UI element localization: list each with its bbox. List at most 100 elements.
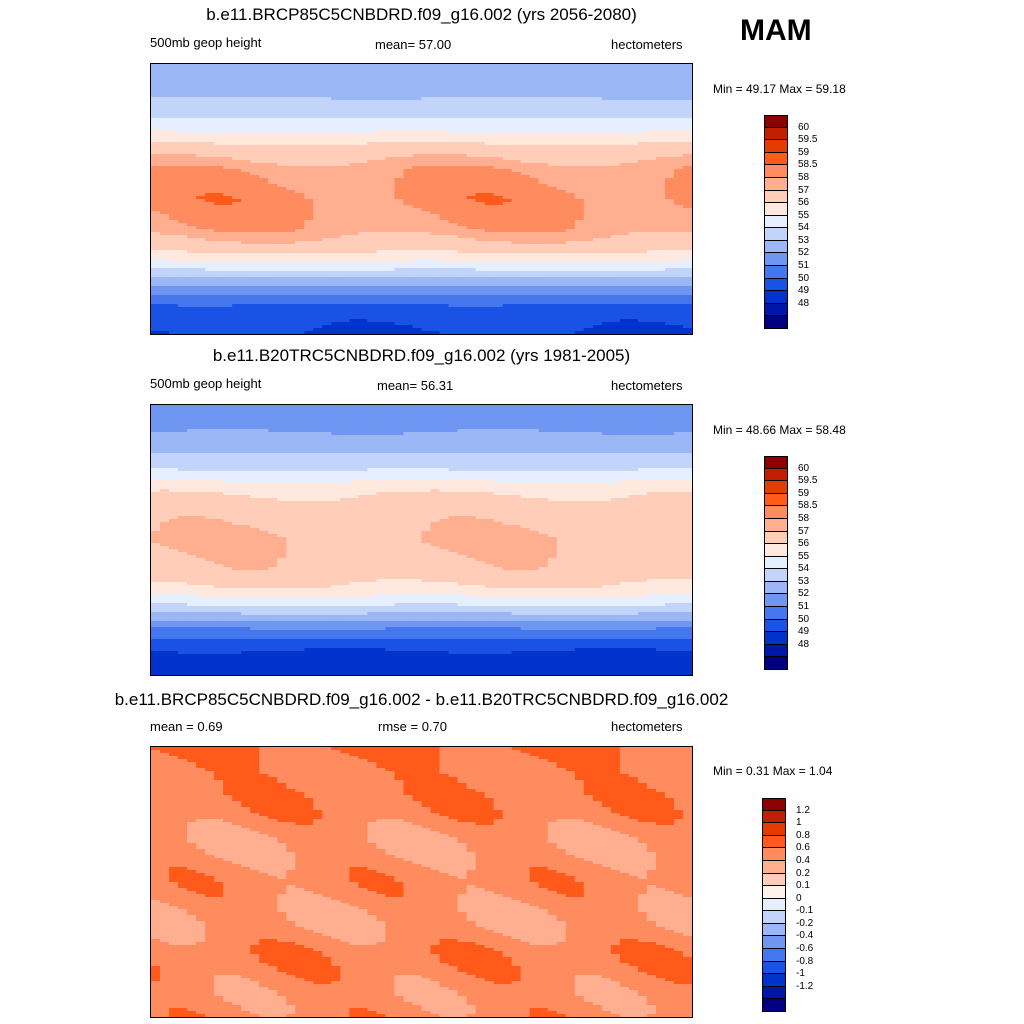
field-cell bbox=[439, 289, 450, 293]
field-cell bbox=[160, 256, 170, 260]
field-cell bbox=[385, 232, 396, 236]
field-cell bbox=[304, 307, 314, 311]
field-cell bbox=[169, 136, 179, 140]
field-cell bbox=[169, 121, 179, 125]
field-cell bbox=[466, 292, 477, 296]
field-cell bbox=[214, 235, 224, 239]
field-cell bbox=[682, 124, 692, 128]
field-cell bbox=[484, 304, 495, 308]
field-cell bbox=[160, 304, 170, 308]
field-cell bbox=[520, 109, 531, 113]
field-cell bbox=[502, 106, 513, 110]
field-cell bbox=[547, 301, 558, 305]
field-cell bbox=[637, 259, 648, 263]
field-cell bbox=[358, 247, 368, 251]
field-cell bbox=[151, 178, 161, 182]
field-cell bbox=[502, 295, 513, 299]
field-cell bbox=[430, 73, 441, 77]
field-cell bbox=[160, 268, 170, 272]
field-cell bbox=[619, 298, 630, 302]
field-cell bbox=[376, 67, 387, 71]
field-cell bbox=[178, 169, 188, 173]
field-cell bbox=[592, 220, 603, 224]
field-cell bbox=[331, 193, 341, 197]
field-cell bbox=[349, 160, 359, 164]
field-cell bbox=[583, 229, 594, 233]
field-cell bbox=[502, 280, 513, 284]
field-cell bbox=[349, 280, 359, 284]
field-cell bbox=[574, 247, 585, 251]
field-cell bbox=[475, 169, 486, 173]
field-cell bbox=[493, 223, 504, 227]
field-cell bbox=[475, 190, 486, 194]
field-cell bbox=[484, 175, 495, 179]
field-cell bbox=[412, 133, 423, 137]
field-cell bbox=[286, 154, 296, 158]
field-cell bbox=[520, 241, 531, 245]
field-cell bbox=[151, 196, 161, 200]
field-cell bbox=[205, 265, 215, 269]
field-cell bbox=[169, 193, 179, 197]
field-cell bbox=[214, 91, 224, 95]
field-cell bbox=[520, 76, 531, 80]
field-cell bbox=[547, 208, 558, 212]
field-cell bbox=[601, 196, 612, 200]
field-cell bbox=[349, 157, 359, 161]
field-cell bbox=[565, 217, 576, 221]
field-cell bbox=[268, 64, 278, 68]
field-cell bbox=[322, 280, 332, 284]
field-cell bbox=[340, 220, 350, 224]
field-cell bbox=[565, 79, 576, 83]
field-cell bbox=[250, 283, 260, 287]
field-cell bbox=[421, 157, 432, 161]
field-cell bbox=[619, 97, 630, 101]
field-cell bbox=[232, 217, 242, 221]
field-cell bbox=[259, 97, 269, 101]
field-cell bbox=[547, 163, 558, 167]
field-cell bbox=[196, 79, 206, 83]
field-cell bbox=[574, 178, 585, 182]
field-cell bbox=[385, 268, 396, 272]
field-cell bbox=[637, 175, 648, 179]
field-cell bbox=[511, 199, 522, 203]
field-cell bbox=[439, 163, 450, 167]
field-cell bbox=[439, 175, 450, 179]
field-cell bbox=[277, 280, 287, 284]
field-cell bbox=[313, 250, 323, 254]
field-cell bbox=[448, 70, 459, 74]
field-cell bbox=[556, 163, 567, 167]
field-cell bbox=[592, 232, 603, 236]
field-cell bbox=[277, 109, 287, 113]
field-cell bbox=[520, 97, 531, 101]
field-cell bbox=[295, 142, 305, 146]
field-cell bbox=[385, 274, 396, 278]
field-cell bbox=[286, 208, 296, 212]
field-cell bbox=[484, 298, 495, 302]
field-cell bbox=[556, 73, 567, 77]
field-cell bbox=[421, 238, 432, 242]
field-cell bbox=[160, 82, 170, 86]
field-cell bbox=[151, 97, 161, 101]
field-cell bbox=[583, 172, 594, 176]
field-cell bbox=[241, 187, 251, 191]
field-cell bbox=[430, 241, 441, 245]
field-cell bbox=[601, 169, 612, 173]
field-cell bbox=[349, 133, 359, 137]
field-cell bbox=[250, 214, 260, 218]
field-cell bbox=[268, 232, 278, 236]
field-cell bbox=[358, 160, 368, 164]
field-cell bbox=[574, 94, 585, 98]
field-cell bbox=[556, 115, 567, 119]
field-cell bbox=[520, 208, 531, 212]
field-cell bbox=[259, 208, 269, 212]
field-cell bbox=[313, 124, 323, 128]
field-cell bbox=[448, 187, 459, 191]
field-cell bbox=[322, 91, 332, 95]
field-cell bbox=[664, 190, 675, 194]
field-cell bbox=[322, 178, 332, 182]
field-cell bbox=[286, 310, 296, 314]
field-cell bbox=[574, 127, 585, 131]
field-cell bbox=[277, 97, 287, 101]
field-cell bbox=[259, 91, 269, 95]
field-cell bbox=[493, 181, 504, 185]
